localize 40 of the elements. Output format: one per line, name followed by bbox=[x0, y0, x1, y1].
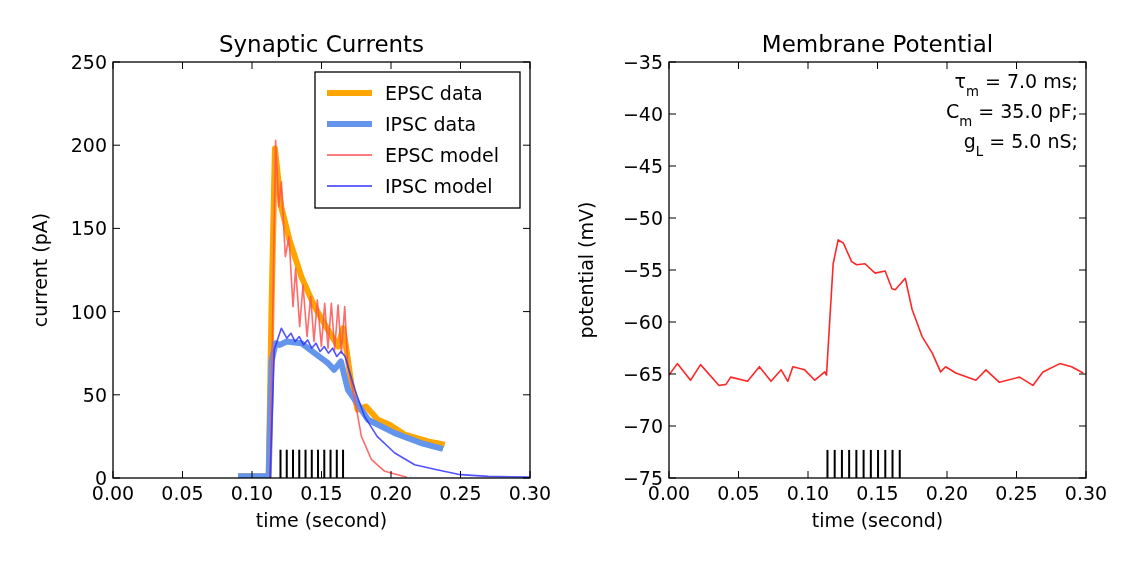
x-tick-label: 0.30 bbox=[1064, 482, 1108, 504]
annotation: τ$_{m}$ = 7.0 ms; bbox=[954, 70, 1078, 99]
annotation: g$_{L}$ = 5.0 nS; bbox=[963, 130, 1078, 159]
y-tick-label: 50 bbox=[82, 383, 107, 406]
legend-label: IPSC model bbox=[385, 175, 493, 197]
annotation: C$_{m}$ = 35.0 pF; bbox=[946, 100, 1078, 129]
line-series bbox=[269, 327, 530, 478]
chart-title: Membrane Potential bbox=[761, 31, 994, 57]
y-tick-label: −65 bbox=[622, 363, 663, 385]
y-tick-label: −55 bbox=[622, 259, 663, 281]
x-tick-label: 0.20 bbox=[925, 482, 969, 504]
y-tick-label: −60 bbox=[622, 311, 663, 333]
x-tick-label: 0.20 bbox=[369, 482, 413, 504]
x-tick-label: 0.15 bbox=[856, 482, 899, 504]
chart-title: Synaptic Currents bbox=[218, 31, 425, 57]
y-tick-label: 150 bbox=[70, 217, 107, 240]
x-axis-title: time (second) bbox=[811, 509, 944, 531]
y-axis-title: potential (mV) bbox=[575, 201, 597, 339]
line-series bbox=[669, 239, 1085, 387]
legend-label: EPSC model bbox=[385, 144, 499, 166]
x-tick-label: 0.30 bbox=[508, 482, 552, 504]
y-tick-label: −50 bbox=[622, 207, 663, 229]
x-tick-label: 0.15 bbox=[300, 482, 343, 504]
y-axis-title: current (pA) bbox=[29, 212, 51, 328]
x-tick-label: 0.10 bbox=[786, 482, 830, 504]
y-tick-label: 200 bbox=[70, 134, 107, 157]
y-tick-label: −40 bbox=[622, 103, 663, 125]
x-tick-label: 0.25 bbox=[439, 482, 482, 504]
y-tick-label: −45 bbox=[622, 155, 663, 177]
y-tick-label: 100 bbox=[70, 300, 107, 323]
x-axis-title: time (second) bbox=[255, 509, 388, 531]
y-tick-label: 250 bbox=[70, 51, 107, 73]
legend-label: IPSC data bbox=[385, 113, 477, 135]
x-tick-label: 0.05 bbox=[717, 482, 760, 504]
x-tick-label: 0.10 bbox=[230, 482, 274, 504]
y-tick-label: −70 bbox=[622, 415, 663, 437]
x-tick-label: 0.05 bbox=[161, 482, 204, 504]
x-tick-label: 0.25 bbox=[995, 482, 1038, 504]
legend-label: EPSC data bbox=[385, 82, 483, 104]
y-tick-label: −35 bbox=[622, 51, 663, 73]
